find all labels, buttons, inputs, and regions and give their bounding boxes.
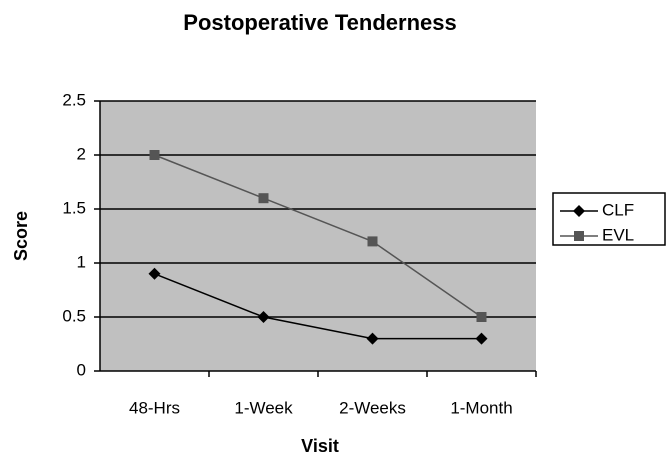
series-line [154,273,482,340]
series-line [154,154,482,318]
plot-area [100,101,536,371]
x-tick-label: 2-Weeks [339,398,406,417]
legend-label: EVL [602,225,634,244]
data-point [258,193,269,204]
y-tick-label: 1 [77,252,86,271]
y-tick-label: 2 [77,144,86,163]
data-point [149,150,160,160]
legend-marker [573,205,585,217]
y-tick-label: 0.5 [62,306,86,325]
x-axis-title: Visit [301,436,339,456]
data-point [476,312,487,322]
y-tick-label: 2.5 [62,90,86,109]
x-tick-label: 1-Month [450,398,512,417]
data-point [148,267,161,280]
legend-label: CLF [602,200,634,219]
chart-title: Postoperative Tenderness [183,10,456,35]
data-point [367,236,378,247]
x-tick-label: 48-Hrs [129,398,180,417]
y-tick-label: 1.5 [62,198,86,217]
y-axis-title: Score [11,211,31,261]
data-point [257,311,270,323]
data-point [366,332,379,345]
data-point [475,332,488,345]
legend-marker [574,231,584,241]
x-tick-label: 1-Week [234,398,293,417]
y-tick-label: 0 [77,360,86,379]
